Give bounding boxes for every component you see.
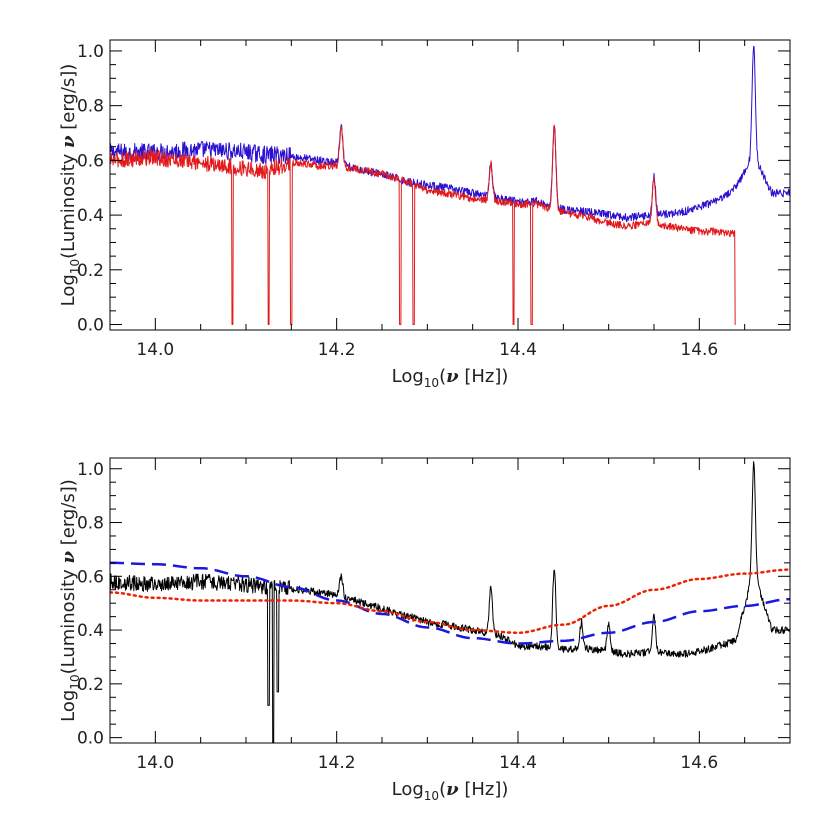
y-tick-label: 0.4 — [77, 621, 104, 641]
x-tick-label: 14.6 — [680, 753, 718, 773]
y-tick-label: 1.0 — [77, 42, 104, 62]
x-tick-label: 14.6 — [680, 340, 718, 360]
bottom-model-panel: 14.0 14.2 14.4 14.60.00.20.40.60.81.0Log10(… — [58, 457, 791, 803]
y-tick-label: 0.0 — [77, 729, 104, 749]
x-tick-label: 14.0 — [136, 340, 174, 360]
model-curve-1 — [110, 561, 790, 645]
series-line-1 — [110, 124, 736, 326]
y-tick-label: 0.2 — [77, 675, 104, 695]
y-tick-label: 0.0 — [77, 316, 104, 336]
series-group — [110, 461, 790, 743]
series-group — [110, 45, 790, 326]
series-line-0 — [110, 45, 790, 223]
y-tick-label: 0.6 — [77, 567, 104, 587]
x-tick-label: 14.4 — [499, 340, 537, 360]
plot-frame — [109, 39, 791, 331]
x-tick-label: 14.4 — [499, 753, 537, 773]
y-axis-title: Log10(Luminosity ν [erg/s]) — [58, 479, 82, 722]
x-tick-label: 14.0 — [136, 753, 174, 773]
model-curve-2 — [110, 568, 790, 635]
x-tick-label: 14.2 — [318, 340, 356, 360]
y-tick-label: 0.8 — [77, 97, 104, 117]
series-line-0 — [110, 461, 790, 743]
top-spectrum-panel: 14.0 14.2 14.4 14.60.00.20.40.60.81.0Log10(… — [58, 39, 791, 390]
x-tick-label: 14.2 — [318, 753, 356, 773]
y-tick-label: 0.6 — [77, 151, 104, 171]
y-tick-label: 0.4 — [77, 206, 104, 226]
x-axis-title: Log10(ν [Hz]) — [392, 366, 509, 390]
y-tick-label: 0.8 — [77, 514, 104, 534]
y-axis-title: Log10(Luminosity ν [erg/s]) — [58, 64, 82, 307]
y-tick-label: 1.0 — [77, 460, 104, 480]
plot-frame — [109, 457, 791, 744]
y-tick-label: 0.2 — [77, 261, 104, 281]
x-axis-title: Log10(ν [Hz]) — [392, 779, 509, 803]
